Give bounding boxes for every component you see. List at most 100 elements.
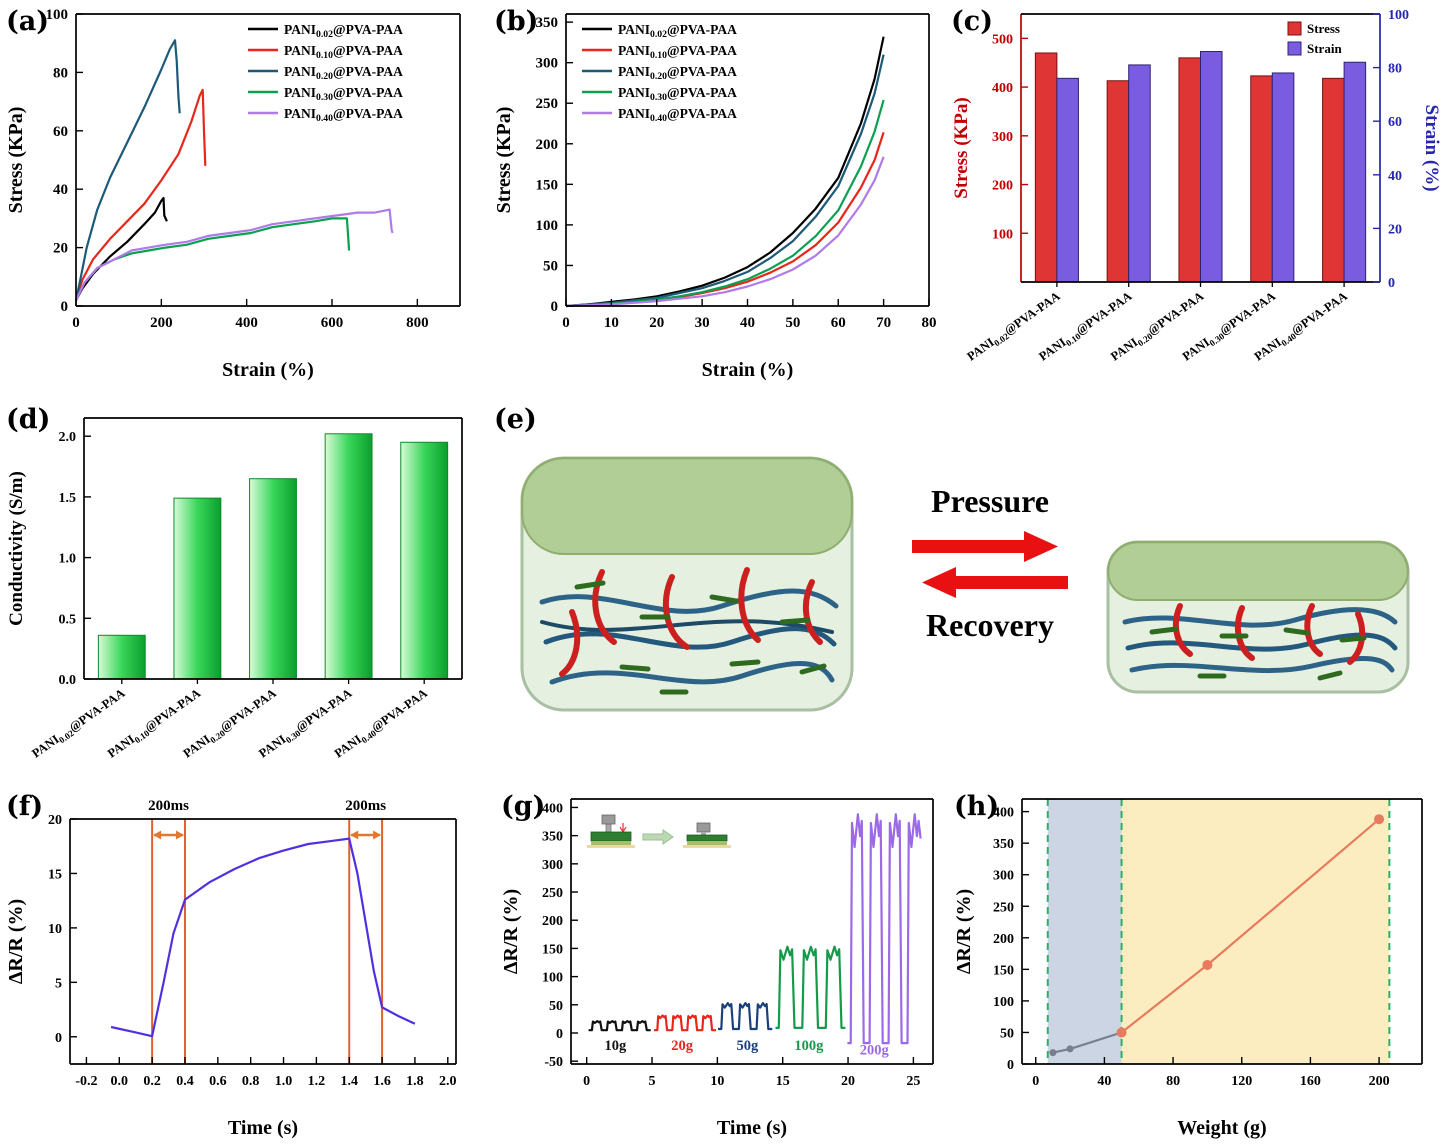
svg-text:PANI0.30@PVA-PAA: PANI0.30@PVA-PAA — [284, 85, 403, 103]
stress-bar — [1322, 77, 1345, 283]
panel-label-e: (e) — [494, 404, 537, 435]
svg-text:400: 400 — [235, 315, 258, 331]
series-10g — [588, 1020, 651, 1032]
y-axis-ticks-left: -50 0 50 100 150 200 250 300 350 400 — [542, 801, 578, 1070]
svg-text:1.0: 1.0 — [59, 552, 77, 567]
y-axis-label: ΔR/R (%) — [953, 889, 975, 974]
svg-text:10: 10 — [604, 315, 619, 331]
pulse-group-label: 200g — [860, 1042, 890, 1058]
series-20g — [654, 1014, 717, 1032]
sponge-compressed — [1106, 540, 1410, 694]
svg-text:0: 0 — [556, 1027, 563, 1042]
y-axis-label: ΔR/R (%) — [5, 899, 27, 984]
strain-bar — [1128, 64, 1151, 283]
equilibrium-arrows — [912, 531, 1068, 598]
svg-text:-50: -50 — [544, 1055, 563, 1070]
svg-text:0.2: 0.2 — [143, 1074, 161, 1089]
x-axis-label: Time (s) — [717, 1117, 787, 1139]
svg-text:PANI0.20@PVA-PAA: PANI0.20@PVA-PAA — [618, 64, 737, 82]
svg-text:-0.2: -0.2 — [75, 1074, 97, 1089]
recovery-arrow-icon — [922, 567, 1068, 598]
pulse-group-label: 100g — [794, 1038, 824, 1054]
panel-a: (a) 0 200 400 600 800 0 20 40 60 80 100 Strain (%) S… — [0, 0, 480, 390]
y-axis-ticks-left: 0 20 40 60 80 100 — [46, 7, 83, 315]
svg-text:25: 25 — [906, 1074, 920, 1089]
x-axis-ticks: -0.2 0.0 0.2 0.4 0.6 0.8 1.0 1.2 1.4 1.6 1.8 2.0 — [75, 1057, 457, 1089]
svg-text:200: 200 — [542, 914, 563, 929]
bar — [173, 497, 222, 680]
y-axis-label: Stress (KPa) — [951, 97, 972, 199]
panel-g: (g) 10g 20g 50g 100g 200g 0 5 10 15 20 25 -50 0 50 100… — [495, 785, 945, 1148]
panel-f: (f) -0.2 0.0 0.2 0.4 0.6 0.8 1.0 1.2 1.4 1.6 1.8 2.… — [0, 785, 472, 1148]
x-axis-label: Time (s) — [228, 1117, 298, 1139]
y-axis-label: Conductivity (S/m) — [6, 471, 27, 626]
svg-text:120: 120 — [1231, 1074, 1252, 1089]
stress-bar — [1178, 57, 1202, 283]
conductivity-bars — [97, 433, 449, 680]
panel-c: (c) 100 200 300 400 500 0 20 40 60 80 100 PANI0.02@… — [945, 0, 1440, 400]
strain-bar — [1200, 51, 1223, 283]
svg-text:80: 80 — [53, 65, 68, 81]
pulse-group-label: 20g — [671, 1038, 694, 1054]
svg-text:250: 250 — [536, 96, 559, 112]
svg-text:0.0: 0.0 — [111, 1074, 129, 1089]
panel-h: (h) 0 40 80 120 160 200 0 50 100 150 200 250 300 350 4… — [948, 785, 1440, 1148]
svg-text:0.4: 0.4 — [176, 1074, 194, 1089]
svg-text:30: 30 — [695, 315, 710, 331]
panel-e: (e) — [480, 400, 1440, 775]
svg-text:70: 70 — [876, 315, 891, 331]
chart-c-stress-strain-bars: 100 200 300 400 500 0 20 40 60 80 100 PANI0.02@PVA-… — [951, 8, 1440, 364]
svg-text:150: 150 — [536, 177, 559, 193]
stress-bar — [1106, 80, 1130, 283]
y-axis-label: Stress (KPa) — [5, 107, 27, 214]
svg-text:300: 300 — [992, 130, 1013, 145]
x-axis-ticks: 0 40 80 120 160 200 — [1032, 1057, 1390, 1089]
y-axis-ticks-right: 0 20 40 60 80 100 — [1373, 8, 1409, 291]
svg-text:160: 160 — [1300, 1074, 1321, 1089]
series-PANI0.20@PVA-PAA — [565, 54, 885, 308]
svg-text:PANI0.20@PVA-PAA: PANI0.20@PVA-PAA — [284, 64, 403, 82]
svg-text:0.6: 0.6 — [209, 1074, 227, 1089]
svg-text:80: 80 — [922, 315, 937, 331]
y-axis-ticks-left: 0 5 10 15 20 — [48, 813, 77, 1046]
series-response — [110, 837, 416, 1038]
svg-text:0: 0 — [1388, 276, 1395, 291]
sponge-relaxed — [520, 456, 854, 712]
svg-text:100: 100 — [46, 7, 69, 23]
svg-text:200: 200 — [150, 315, 173, 331]
svg-text:1.5: 1.5 — [59, 491, 77, 506]
bar — [97, 634, 146, 680]
bar — [249, 478, 297, 680]
bar — [324, 433, 373, 680]
svg-text:0: 0 — [551, 299, 559, 315]
panel-b: (b) 0 10 20 30 40 50 60 70 80 0 50 100 150 200 250 300 3… — [488, 0, 943, 390]
y-axis-label-right: Strain (%) — [1421, 104, 1440, 191]
svg-text:50: 50 — [785, 315, 800, 331]
chart-f-response-time: -0.2 0.0 0.2 0.4 0.6 0.8 1.0 1.2 1.4 1.6 1.8 2.0 0 5 1… — [5, 798, 457, 1139]
svg-text:60: 60 — [1388, 115, 1402, 130]
svg-text:PANI0.02@PVA-PAA: PANI0.02@PVA-PAA — [284, 22, 403, 40]
svg-text:100: 100 — [542, 971, 563, 986]
svg-text:300: 300 — [542, 858, 563, 873]
svg-text:300: 300 — [993, 869, 1014, 884]
svg-text:0.5: 0.5 — [59, 612, 77, 627]
series-PANI0.30@PVA-PAA — [565, 99, 885, 308]
svg-text:200: 200 — [993, 932, 1014, 947]
svg-text:200: 200 — [1369, 1074, 1390, 1089]
svg-text:500: 500 — [992, 32, 1013, 47]
panel-label-f: (f) — [6, 791, 44, 822]
svg-text:PANI0.02@PVA-PAA: PANI0.02@PVA-PAA — [618, 22, 737, 40]
series-100g — [775, 945, 846, 1029]
svg-text:100: 100 — [1388, 8, 1409, 23]
svg-text:80: 80 — [1388, 62, 1402, 77]
axes-frame — [570, 798, 934, 1065]
svg-text:Stress: Stress — [1307, 21, 1340, 36]
svg-text:20: 20 — [841, 1074, 855, 1089]
fibers-compressed — [1122, 603, 1398, 681]
chart-g-weight-pulses: 10g 20g 50g 100g 200g 0 5 10 15 20 25 -50 0 50 100 150 2… — [500, 798, 934, 1139]
svg-text:250: 250 — [542, 886, 563, 901]
svg-text:40: 40 — [1388, 169, 1402, 184]
svg-text:100: 100 — [992, 227, 1013, 242]
axes-frame — [69, 818, 457, 1065]
